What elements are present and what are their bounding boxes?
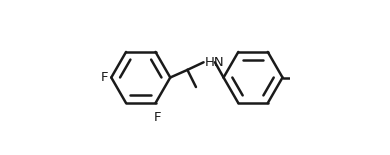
Text: F: F — [154, 111, 161, 124]
Text: HN: HN — [204, 56, 224, 69]
Text: F: F — [101, 71, 108, 84]
